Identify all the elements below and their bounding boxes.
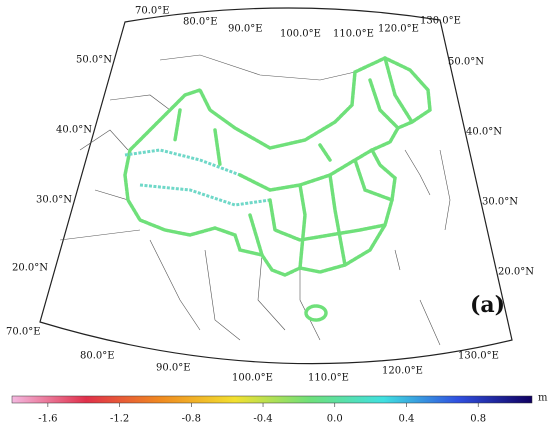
left-label: 40.0°N [56, 125, 92, 136]
left-label: 30.0°N [36, 195, 72, 206]
left-label: 50.0°N [76, 55, 112, 66]
bottom-label: 130.0°E [458, 351, 499, 362]
top-label: 120.0°E [378, 24, 419, 35]
top-label: 130.0°E [420, 16, 461, 27]
right-label: 50.0°N [448, 57, 484, 68]
top-label: 110.0°E [333, 29, 374, 40]
left-label: 70.0°E [6, 327, 41, 338]
colorbar-tick-label: 0.0 [327, 414, 343, 425]
colorbar-tick-label: -0.8 [182, 414, 201, 425]
colorbar-tick-label: -1.2 [110, 414, 129, 425]
top-label: 80.0°E [183, 17, 218, 28]
top-label: 70.0°E [135, 6, 170, 17]
colorbar-tick-label: -1.6 [38, 414, 57, 425]
hainan [304, 304, 328, 322]
left-label: 20.0°N [12, 263, 48, 274]
bottom-label: 100.0°E [232, 373, 273, 384]
top-label: 90.0°E [228, 24, 263, 35]
bottom-label: 80.0°E [80, 351, 115, 362]
colorbar [11, 395, 533, 404]
colorbar-tick-label: 0.4 [399, 414, 415, 425]
panel-label: (a) [470, 292, 505, 318]
map-frame [39, 7, 513, 365]
bottom-label: 90.0°E [156, 363, 191, 374]
bottom-label: 110.0°E [308, 373, 349, 384]
colorbar-tick-label: -0.4 [253, 414, 272, 425]
grid-labels: 70.0°E 80.0°E 90.0°E 100.0°E 110.0°E 120… [6, 6, 534, 384]
colorbar-tick-label: 0.8 [470, 414, 486, 425]
top-label: 100.0°E [280, 29, 321, 40]
country-borders [59, 54, 451, 346]
bottom-label: 120.0°E [382, 366, 423, 377]
china-routes [123, 56, 432, 322]
right-label: 30.0°N [482, 197, 518, 208]
colorbar-unit: m [538, 393, 548, 404]
right-label: 40.0°N [466, 127, 502, 138]
right-label: 20.0°N [498, 267, 534, 278]
